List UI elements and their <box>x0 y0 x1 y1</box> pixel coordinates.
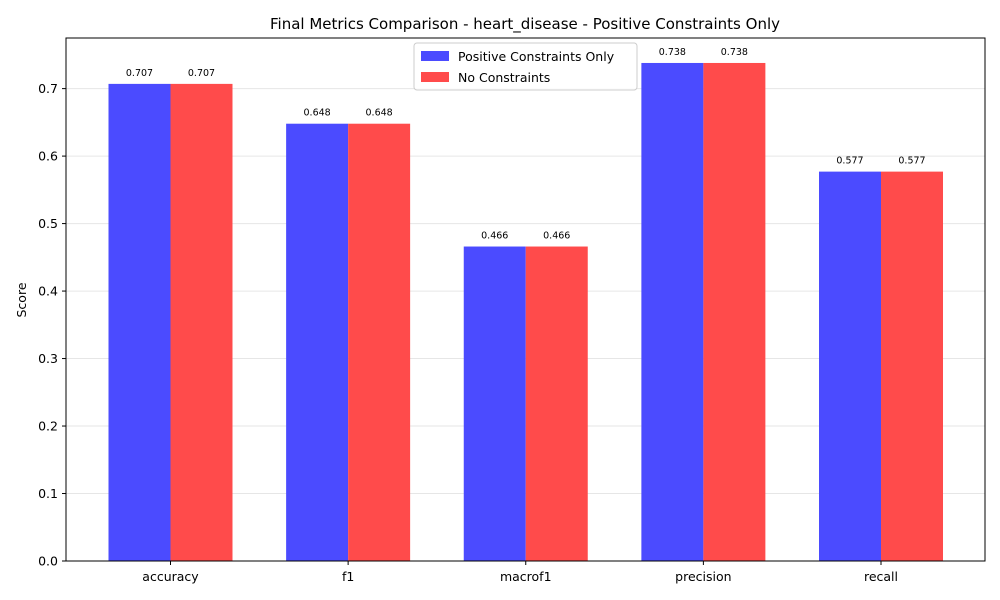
legend-entry: Positive Constraints Only <box>458 49 615 64</box>
data-label: 0.707 <box>126 68 153 79</box>
x-tick-label: accuracy <box>142 569 199 584</box>
bar-f1-no-constraints <box>348 123 411 561</box>
data-label: 0.707 <box>188 68 215 79</box>
data-label: 0.648 <box>366 108 393 119</box>
x-tick-label: macrof1 <box>500 569 552 584</box>
y-tick-label: 0.6 <box>38 149 58 164</box>
chart-title: Final Metrics Comparison - heart_disease… <box>270 15 780 34</box>
bar-accuracy-no-constraints <box>170 83 233 561</box>
bar-macrof1-positive-constraints-only <box>463 246 526 562</box>
bar-accuracy-positive-constraints-only <box>108 83 171 561</box>
y-tick-label: 0.1 <box>38 486 58 501</box>
y-tick-label: 0.2 <box>38 419 58 434</box>
x-tick-label: precision <box>675 569 731 584</box>
legend-swatch <box>421 51 449 61</box>
y-axis-label: Score <box>14 282 29 317</box>
legend-entry: No Constraints <box>458 70 550 85</box>
y-axis: 0.0 0.1 0.2 0.3 0.4 0.5 0.6 0.7 <box>38 81 66 569</box>
data-labels: 0.707 0.707 0.648 0.648 0.466 0.466 0.738 0.738… <box>126 47 926 242</box>
legend: Positive Constraints Only No Constraints <box>413 42 638 91</box>
bar-macrof1-no-constraints <box>525 246 588 562</box>
data-label: 0.466 <box>481 231 508 242</box>
x-tick-label: f1 <box>342 569 354 584</box>
bars <box>108 62 943 562</box>
data-label: 0.466 <box>543 231 570 242</box>
data-label: 0.577 <box>836 156 863 167</box>
legend-box <box>413 42 638 91</box>
x-axis: accuracy f1 macrof1 precision recall <box>142 561 898 584</box>
y-tick-label: 0.0 <box>38 554 58 569</box>
bar-f1-positive-constraints-only <box>286 123 349 561</box>
data-label: 0.577 <box>898 156 925 167</box>
bar-recall-positive-constraints-only <box>819 171 881 562</box>
y-tick-label: 0.3 <box>38 351 58 366</box>
y-tick-label: 0.7 <box>38 81 58 96</box>
bar-precision-no-constraints <box>703 62 766 562</box>
x-tick-label: recall <box>864 569 898 584</box>
y-tick-label: 0.5 <box>38 216 58 231</box>
bar-recall-no-constraints <box>881 171 943 562</box>
data-label: 0.738 <box>659 47 686 58</box>
y-tick-label: 0.4 <box>38 284 58 299</box>
bar-precision-positive-constraints-only <box>641 62 704 562</box>
legend-swatch <box>421 72 449 82</box>
data-label: 0.648 <box>304 108 331 119</box>
data-label: 0.738 <box>721 47 748 58</box>
